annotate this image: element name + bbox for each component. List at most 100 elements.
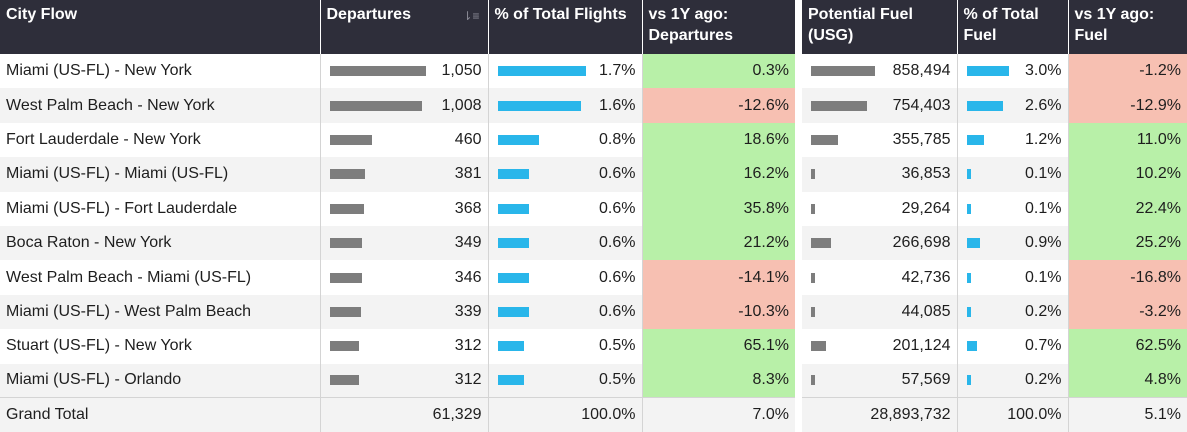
header-pct-fuel[interactable]: % of Total Fuel	[957, 0, 1069, 54]
fuel-value: 44,085	[901, 302, 951, 320]
vs-1y-departures-cell: -14.1%	[642, 260, 795, 295]
departures-value: 460	[454, 130, 482, 148]
table-row[interactable]: 754,403 2.6% -12.9%	[802, 88, 1187, 123]
header-vs-1y-fuel[interactable]: vs 1Y ago: Fuel	[1068, 0, 1187, 54]
pct-fuel-value: 1.2%	[1025, 130, 1062, 148]
pct-fuel-value: 3.0%	[1025, 62, 1062, 80]
table-row[interactable]: Boca Raton - New York 349 0.6% 21.2%	[0, 225, 795, 261]
departures-value: 312	[454, 337, 482, 355]
vs-1y-fuel-cell: 22.4%	[1068, 191, 1187, 226]
vs-1y-departures-cell: -10.3%	[642, 294, 795, 330]
city-flow-cell[interactable]: West Palm Beach - New York	[0, 88, 321, 123]
vs-1y-departures-cell: 18.6%	[642, 122, 795, 158]
city-flow-cell[interactable]: Boca Raton - New York	[0, 225, 321, 261]
pct-flights-cell: 0.8%	[488, 122, 643, 158]
fuel-value: 201,124	[892, 337, 951, 355]
pct-flights-value: 0.6%	[599, 234, 636, 252]
departures-bar	[329, 66, 426, 77]
departures-bar	[329, 238, 362, 249]
total-label: Grand Total	[0, 397, 321, 432]
fuel-cell: 44,085	[802, 294, 958, 330]
departures-cell: 339	[320, 294, 489, 330]
vs-1y-departures-cell: 16.2%	[642, 157, 795, 192]
departures-value: 339	[454, 302, 482, 320]
city-flow-cell[interactable]: Fort Lauderdale - New York	[0, 122, 321, 158]
fuel-value: 57,569	[901, 371, 951, 389]
departures-value: 1,050	[441, 62, 482, 80]
departures-bar	[329, 375, 359, 386]
table-row[interactable]: Miami (US-FL) - Miami (US-FL) 381 0.6% 16.2…	[0, 157, 795, 192]
table-row[interactable]: 44,085 0.2% -3.2%	[802, 294, 1187, 330]
table-row[interactable]: Miami (US-FL) - Orlando 312 0.5% 8.3%	[0, 363, 795, 398]
pct-flights-value: 0.6%	[599, 302, 636, 320]
table-row[interactable]: Stuart (US-FL) - New York 312 0.5% 65.1%	[0, 329, 795, 364]
table-row[interactable]: West Palm Beach - New York 1,008 1.6% -12.6…	[0, 88, 795, 123]
pct-fuel-bar	[966, 375, 971, 386]
pct-flights-value: 0.8%	[599, 130, 636, 148]
vs-1y-departures-cell: 0.3%	[642, 54, 795, 89]
pct-fuel-cell: 1.2%	[957, 122, 1069, 158]
header-pct-flights[interactable]: % of Total Flights	[488, 0, 643, 54]
fuel-value: 858,494	[892, 62, 951, 80]
fuel-bar	[811, 169, 815, 180]
city-flow-cell[interactable]: West Palm Beach - Miami (US-FL)	[0, 260, 321, 295]
vs-1y-fuel-cell: -12.9%	[1068, 88, 1187, 123]
city-flow-cell[interactable]: Miami (US-FL) - New York	[0, 54, 321, 89]
vs-1y-departures-cell: 65.1%	[642, 329, 795, 364]
pct-flights-cell: 0.6%	[488, 294, 643, 330]
total-departures: 61,329	[320, 397, 489, 432]
header-city-flow[interactable]: City Flow	[0, 0, 321, 54]
header-departures[interactable]: Departures ⇂≡	[320, 0, 489, 54]
pct-flights-bar	[497, 100, 581, 111]
header-label: % of Total Fuel	[963, 6, 1039, 44]
pct-flights-cell: 0.6%	[488, 260, 643, 295]
fuel-cell: 355,785	[802, 122, 958, 158]
table-row[interactable]: Fort Lauderdale - New York 460 0.8% 18.6%	[0, 122, 795, 158]
fuel-bar	[811, 238, 831, 249]
pct-fuel-cell: 0.1%	[957, 260, 1069, 295]
table-row[interactable]: 201,124 0.7% 62.5%	[802, 329, 1187, 364]
header-vs-1y-departures[interactable]: vs 1Y ago: Departures	[642, 0, 795, 54]
table-row[interactable]: Miami (US-FL) - Fort Lauderdale 368 0.6% 35…	[0, 191, 795, 226]
departures-cell: 312	[320, 329, 489, 364]
city-flow-cell[interactable]: Miami (US-FL) - West Palm Beach	[0, 294, 321, 330]
city-flow-cell[interactable]: Miami (US-FL) - Fort Lauderdale	[0, 191, 321, 226]
fuel-bar	[811, 134, 838, 145]
pct-flights-value: 0.6%	[599, 199, 636, 217]
table-row[interactable]: Miami (US-FL) - West Palm Beach 339 0.6% -1…	[0, 294, 795, 330]
total-vs-1y-fuel: 5.1%	[1068, 397, 1187, 432]
table-row[interactable]: West Palm Beach - Miami (US-FL) 346 0.6% -1…	[0, 260, 795, 295]
pct-flights-value: 0.6%	[599, 165, 636, 183]
fuel-cell: 266,698	[802, 225, 958, 261]
header-potential-fuel[interactable]: Potential Fuel (USG)	[802, 0, 958, 54]
fuel-bar	[811, 66, 875, 77]
vs-1y-departures-cell: 21.2%	[642, 225, 795, 261]
pct-fuel-bar	[966, 238, 980, 249]
city-flow-cell[interactable]: Stuart (US-FL) - New York	[0, 329, 321, 364]
fuel-bar	[811, 272, 815, 283]
table-row[interactable]: 57,569 0.2% 4.8%	[802, 363, 1187, 398]
pct-fuel-bar	[966, 272, 971, 283]
fuel-cell: 57,569	[802, 363, 958, 398]
table-row[interactable]: 858,494 3.0% -1.2%	[802, 54, 1187, 89]
city-flow-cell[interactable]: Miami (US-FL) - Orlando	[0, 363, 321, 398]
pct-fuel-cell: 0.9%	[957, 225, 1069, 261]
vs-1y-fuel-cell: 25.2%	[1068, 225, 1187, 261]
pct-fuel-cell: 0.1%	[957, 191, 1069, 226]
pct-fuel-value: 0.7%	[1025, 337, 1062, 355]
table-row[interactable]: 29,264 0.1% 22.4%	[802, 191, 1187, 226]
table-row[interactable]: 36,853 0.1% 10.2%	[802, 157, 1187, 192]
pct-flights-cell: 0.5%	[488, 329, 643, 364]
fuel-cell: 754,403	[802, 88, 958, 123]
departures-bar	[329, 134, 372, 145]
table-row[interactable]: Miami (US-FL) - New York 1,050 1.7% 0.3%	[0, 54, 795, 89]
city-flow-cell[interactable]: Miami (US-FL) - Miami (US-FL)	[0, 157, 321, 192]
departures-bar	[329, 341, 359, 352]
table-row[interactable]: 266,698 0.9% 25.2%	[802, 225, 1187, 261]
sort-descending-icon[interactable]: ⇂≡	[462, 9, 480, 23]
table-row[interactable]: 355,785 1.2% 11.0%	[802, 122, 1187, 158]
table-row[interactable]: 42,736 0.1% -16.8%	[802, 260, 1187, 295]
departures-cell: 1,008	[320, 88, 489, 123]
pct-flights-bar	[497, 134, 539, 145]
fuel-value: 36,853	[901, 165, 951, 183]
